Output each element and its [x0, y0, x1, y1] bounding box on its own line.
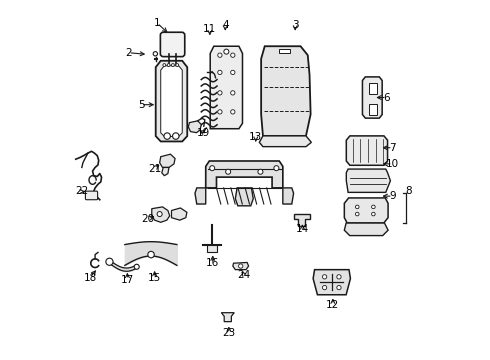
Polygon shape — [261, 46, 311, 136]
Circle shape — [148, 251, 154, 258]
Circle shape — [239, 264, 243, 268]
Polygon shape — [346, 136, 388, 165]
Text: 3: 3 — [292, 20, 298, 30]
Polygon shape — [235, 188, 253, 206]
Circle shape — [218, 70, 222, 75]
Polygon shape — [344, 198, 388, 223]
Text: 5: 5 — [138, 100, 145, 110]
Circle shape — [371, 212, 375, 216]
Text: 18: 18 — [83, 273, 97, 283]
Circle shape — [337, 285, 341, 290]
Polygon shape — [162, 167, 169, 176]
Circle shape — [163, 64, 166, 67]
Polygon shape — [283, 188, 294, 204]
Circle shape — [355, 205, 359, 209]
Circle shape — [371, 205, 375, 209]
Polygon shape — [152, 207, 170, 222]
Polygon shape — [221, 313, 234, 321]
Circle shape — [231, 91, 235, 95]
Circle shape — [225, 169, 231, 174]
Circle shape — [224, 49, 229, 54]
Bar — [207, 245, 218, 252]
Text: 11: 11 — [203, 24, 217, 35]
Text: 8: 8 — [405, 186, 412, 197]
Circle shape — [337, 275, 341, 279]
Circle shape — [218, 110, 222, 114]
Text: 4: 4 — [222, 20, 229, 30]
Text: 19: 19 — [197, 128, 210, 138]
Polygon shape — [156, 61, 187, 141]
Polygon shape — [195, 188, 206, 204]
Circle shape — [210, 166, 215, 171]
Text: 1: 1 — [154, 18, 160, 28]
FancyBboxPatch shape — [160, 32, 185, 57]
Circle shape — [322, 285, 327, 290]
Circle shape — [274, 166, 279, 171]
Polygon shape — [160, 154, 175, 167]
Circle shape — [218, 91, 222, 95]
Circle shape — [172, 64, 174, 67]
Bar — [279, 49, 290, 53]
Polygon shape — [161, 66, 182, 136]
Text: 22: 22 — [75, 186, 89, 197]
Polygon shape — [294, 214, 310, 226]
Text: 6: 6 — [383, 93, 390, 103]
Circle shape — [134, 264, 139, 269]
Polygon shape — [206, 161, 283, 188]
Circle shape — [176, 64, 179, 67]
Text: 13: 13 — [249, 132, 262, 142]
Text: 7: 7 — [390, 143, 396, 153]
Polygon shape — [344, 223, 388, 235]
Circle shape — [106, 258, 113, 265]
Circle shape — [258, 169, 263, 174]
Circle shape — [231, 110, 235, 114]
Bar — [368, 104, 377, 115]
Text: 14: 14 — [296, 225, 309, 234]
Circle shape — [355, 212, 359, 216]
Bar — [368, 83, 377, 94]
Circle shape — [322, 275, 327, 279]
Polygon shape — [233, 262, 248, 270]
Polygon shape — [346, 169, 391, 192]
Circle shape — [164, 133, 171, 139]
Polygon shape — [210, 46, 243, 129]
FancyBboxPatch shape — [85, 191, 98, 200]
Polygon shape — [188, 121, 201, 133]
Circle shape — [218, 53, 222, 57]
Text: 12: 12 — [326, 300, 340, 310]
Circle shape — [167, 64, 170, 67]
Text: 10: 10 — [386, 159, 399, 169]
Circle shape — [172, 133, 179, 139]
Text: 15: 15 — [148, 273, 161, 283]
Text: 21: 21 — [148, 163, 161, 174]
Text: 23: 23 — [222, 328, 236, 338]
Polygon shape — [363, 77, 382, 118]
Text: 24: 24 — [238, 270, 251, 280]
Text: 20: 20 — [142, 214, 155, 224]
Circle shape — [231, 70, 235, 75]
Text: 16: 16 — [206, 258, 220, 268]
Polygon shape — [172, 208, 187, 220]
Polygon shape — [259, 136, 311, 147]
Polygon shape — [313, 270, 350, 295]
Text: 17: 17 — [121, 275, 134, 285]
Circle shape — [153, 51, 157, 56]
Text: 2: 2 — [125, 48, 132, 58]
Circle shape — [157, 212, 162, 217]
Circle shape — [231, 53, 235, 57]
Text: 9: 9 — [390, 191, 396, 201]
